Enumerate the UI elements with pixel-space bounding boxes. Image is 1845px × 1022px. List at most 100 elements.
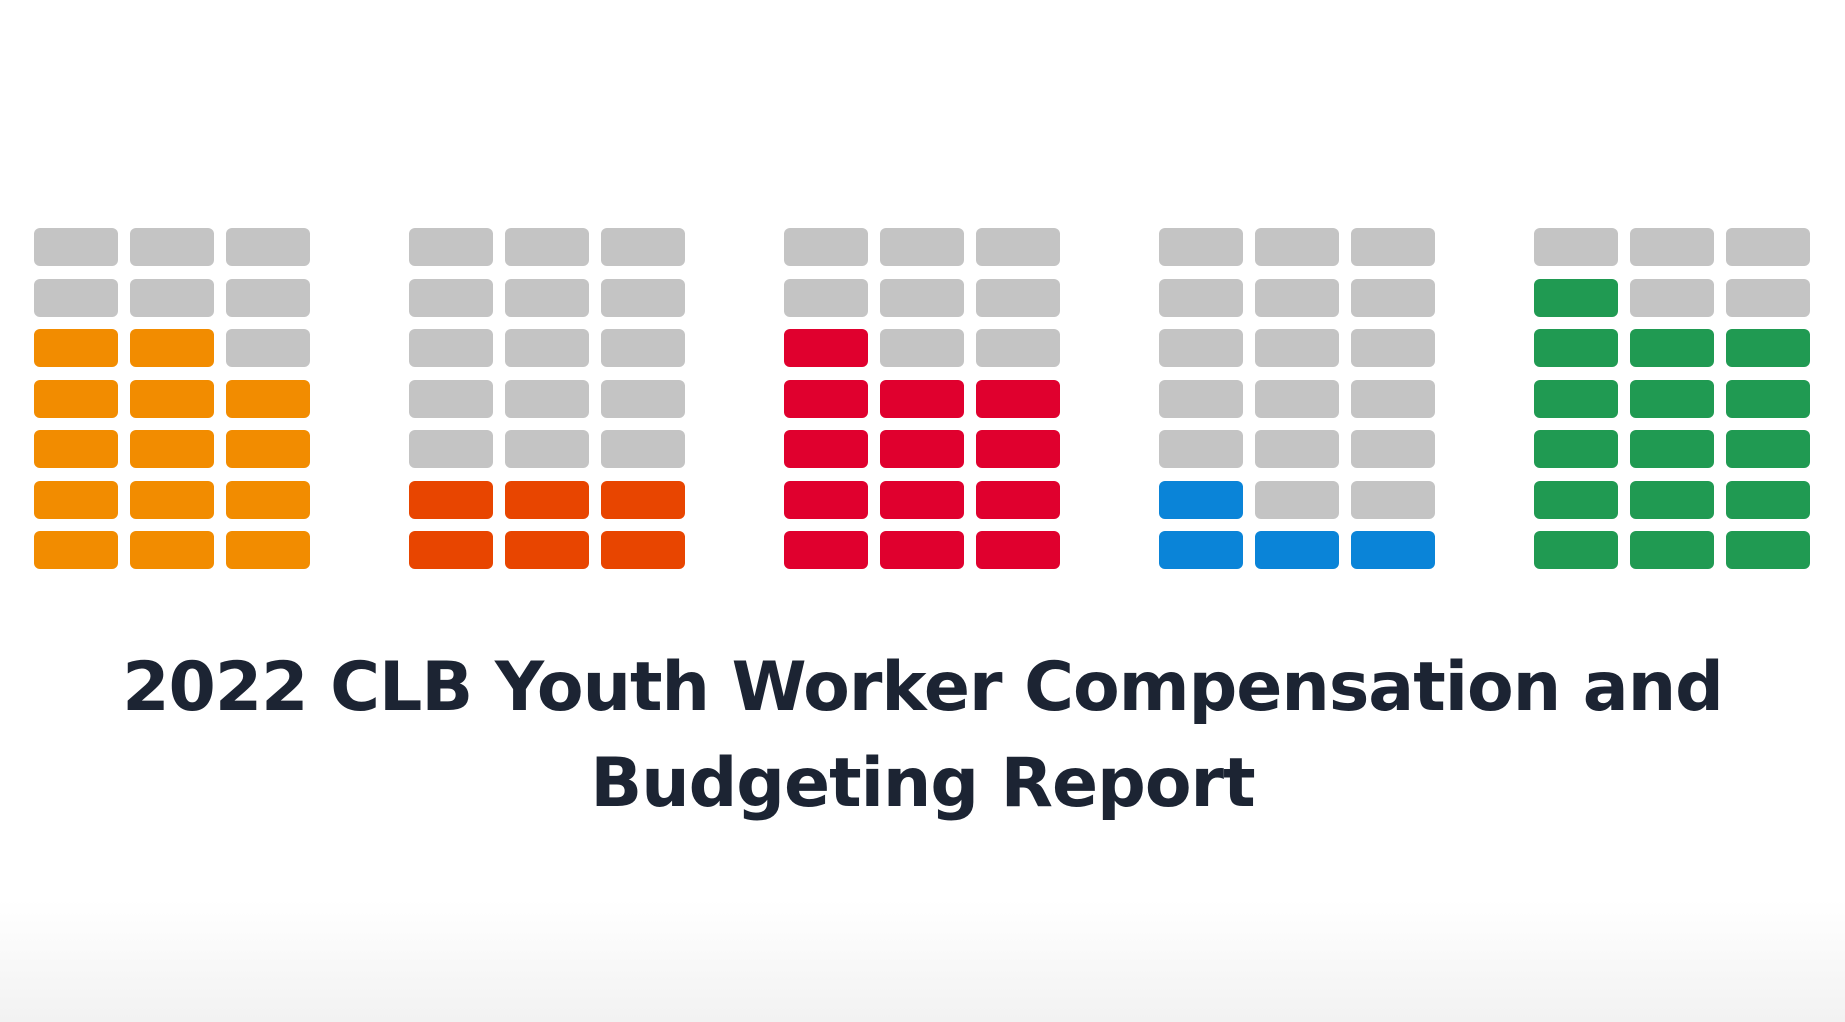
meter-cell-empty xyxy=(880,228,964,266)
meter-cell-empty xyxy=(601,430,685,468)
meter-cell-empty xyxy=(601,329,685,367)
meter-cell-filled xyxy=(976,480,1060,519)
meter-cell-empty xyxy=(1159,379,1243,418)
meter-cell-empty xyxy=(880,329,964,367)
meter-cell-filled xyxy=(1159,531,1243,569)
meter-cell-filled xyxy=(784,480,868,519)
meter-cell-empty xyxy=(409,379,493,418)
meter-cell-empty xyxy=(1255,329,1339,367)
meter-cell-empty xyxy=(601,228,685,266)
meter-cell-empty xyxy=(1159,278,1243,317)
red-meter-icon xyxy=(784,228,1060,569)
meter-cell-filled xyxy=(505,480,589,519)
meter-cell-filled xyxy=(976,430,1060,468)
meter-cell-empty xyxy=(505,430,589,468)
meter-cell-filled xyxy=(505,531,589,569)
meter-cell-filled xyxy=(1630,430,1714,468)
meter-cell-empty xyxy=(505,379,589,418)
meter-cell-filled xyxy=(130,329,214,367)
meter-cell-filled xyxy=(880,531,964,569)
meter-cell-filled xyxy=(976,531,1060,569)
meter-cell-filled xyxy=(226,430,310,468)
meter-cell-filled xyxy=(1630,480,1714,519)
meter-cell-empty xyxy=(784,278,868,317)
meter-cell-filled xyxy=(1726,379,1810,418)
blue-meter-icon xyxy=(1159,228,1435,569)
meter-cell-filled xyxy=(1534,480,1618,519)
meter-cell-filled xyxy=(1726,329,1810,367)
meter-cell-empty xyxy=(1351,379,1435,418)
meter-cell-filled xyxy=(409,480,493,519)
meter-cell-empty xyxy=(1534,228,1618,266)
meter-cell-filled xyxy=(1630,379,1714,418)
meter-cell-empty xyxy=(1159,329,1243,367)
meter-cell-empty xyxy=(130,228,214,266)
meter-cell-filled xyxy=(880,430,964,468)
meter-cell-empty xyxy=(1255,278,1339,317)
meter-cell-empty xyxy=(409,430,493,468)
meter-cell-empty xyxy=(34,278,118,317)
orange-meter-icon xyxy=(34,228,310,569)
meter-cell-filled xyxy=(34,329,118,367)
red-orange-meter-icon xyxy=(409,228,685,569)
meter-cell-filled xyxy=(130,379,214,418)
meter-cell-filled xyxy=(226,531,310,569)
meter-icon-row xyxy=(34,228,1810,569)
meter-cell-empty xyxy=(1726,278,1810,317)
meter-cell-filled xyxy=(34,430,118,468)
meter-cell-empty xyxy=(1630,278,1714,317)
meter-cell-empty xyxy=(1351,329,1435,367)
green-meter-icon xyxy=(1534,228,1810,569)
meter-cell-filled xyxy=(1726,430,1810,468)
meter-cell-filled xyxy=(1534,430,1618,468)
meter-cell-filled xyxy=(34,480,118,519)
meter-cell-empty xyxy=(505,329,589,367)
meter-cell-empty xyxy=(226,278,310,317)
meter-cell-filled xyxy=(601,480,685,519)
meter-cell-empty xyxy=(409,329,493,367)
meter-cell-empty xyxy=(784,228,868,266)
meter-cell-filled xyxy=(1534,329,1618,367)
meter-cell-filled xyxy=(226,379,310,418)
meter-cell-empty xyxy=(505,278,589,317)
meter-cell-empty xyxy=(226,329,310,367)
meter-cell-filled xyxy=(1534,531,1618,569)
meter-cell-filled xyxy=(130,480,214,519)
meter-cell-filled xyxy=(409,531,493,569)
meter-cell-filled xyxy=(1159,480,1243,519)
meter-cell-filled xyxy=(130,531,214,569)
meter-cell-empty xyxy=(226,228,310,266)
meter-cell-filled xyxy=(784,329,868,367)
meter-cell-empty xyxy=(1255,228,1339,266)
meter-cell-empty xyxy=(34,228,118,266)
meter-cell-filled xyxy=(130,430,214,468)
meter-cell-empty xyxy=(1159,430,1243,468)
meter-cell-empty xyxy=(505,228,589,266)
report-title: 2022 CLB Youth Worker Compensation and B… xyxy=(0,640,1845,832)
meter-cell-filled xyxy=(1630,329,1714,367)
meter-cell-empty xyxy=(409,278,493,317)
meter-cell-empty xyxy=(1630,228,1714,266)
meter-cell-empty xyxy=(1351,278,1435,317)
meter-cell-filled xyxy=(1534,278,1618,317)
meter-cell-empty xyxy=(1726,228,1810,266)
meter-cell-filled xyxy=(1726,480,1810,519)
meter-cell-empty xyxy=(1351,480,1435,519)
meter-cell-empty xyxy=(880,278,964,317)
meter-cell-filled xyxy=(34,531,118,569)
meter-cell-empty xyxy=(1159,228,1243,266)
meter-cell-filled xyxy=(1534,379,1618,418)
meter-cell-filled xyxy=(784,531,868,569)
meter-cell-filled xyxy=(34,379,118,418)
meter-cell-empty xyxy=(1255,379,1339,418)
meter-cell-empty xyxy=(976,329,1060,367)
meter-cell-filled xyxy=(784,430,868,468)
report-title-line-2: Budgeting Report xyxy=(590,744,1255,823)
meter-cell-filled xyxy=(976,379,1060,418)
meter-cell-filled xyxy=(226,480,310,519)
meter-cell-filled xyxy=(880,379,964,418)
meter-cell-filled xyxy=(601,531,685,569)
meter-cell-empty xyxy=(130,278,214,317)
meter-cell-empty xyxy=(601,278,685,317)
meter-cell-empty xyxy=(409,228,493,266)
